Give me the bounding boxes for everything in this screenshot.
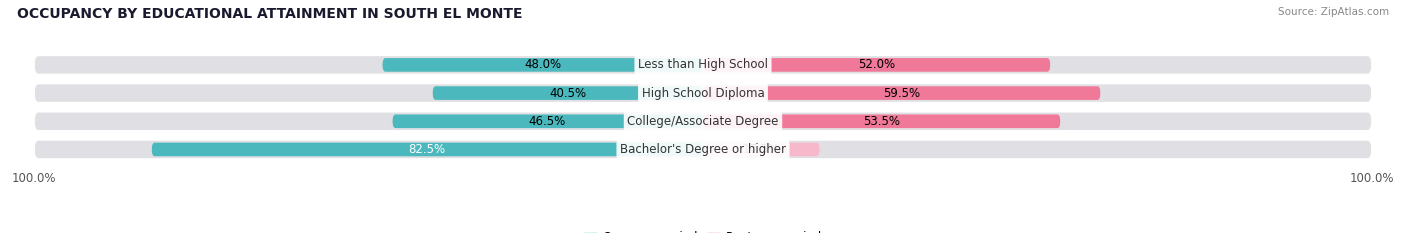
Text: 53.5%: 53.5% [863, 115, 900, 128]
FancyBboxPatch shape [703, 143, 820, 156]
Text: 82.5%: 82.5% [409, 143, 446, 156]
FancyBboxPatch shape [432, 86, 703, 100]
Text: College/Associate Degree: College/Associate Degree [627, 115, 779, 128]
FancyBboxPatch shape [34, 56, 1372, 74]
Text: Source: ZipAtlas.com: Source: ZipAtlas.com [1278, 7, 1389, 17]
FancyBboxPatch shape [152, 143, 703, 156]
Text: Bachelor's Degree or higher: Bachelor's Degree or higher [620, 143, 786, 156]
FancyBboxPatch shape [392, 114, 703, 128]
FancyBboxPatch shape [34, 113, 1372, 130]
Text: High School Diploma: High School Diploma [641, 87, 765, 99]
Text: 40.5%: 40.5% [548, 87, 586, 99]
Text: 48.0%: 48.0% [524, 58, 561, 72]
FancyBboxPatch shape [34, 84, 1372, 102]
Legend: Owner-occupied, Renter-occupied: Owner-occupied, Renter-occupied [579, 227, 827, 233]
Text: OCCUPANCY BY EDUCATIONAL ATTAINMENT IN SOUTH EL MONTE: OCCUPANCY BY EDUCATIONAL ATTAINMENT IN S… [17, 7, 523, 21]
FancyBboxPatch shape [703, 114, 1062, 128]
Text: 52.0%: 52.0% [858, 58, 896, 72]
Text: 17.5%: 17.5% [742, 143, 780, 156]
FancyBboxPatch shape [703, 86, 1101, 100]
Text: 59.5%: 59.5% [883, 87, 921, 99]
FancyBboxPatch shape [382, 58, 703, 72]
Text: Less than High School: Less than High School [638, 58, 768, 72]
Text: 46.5%: 46.5% [529, 115, 567, 128]
FancyBboxPatch shape [34, 141, 1372, 158]
FancyBboxPatch shape [703, 58, 1050, 72]
